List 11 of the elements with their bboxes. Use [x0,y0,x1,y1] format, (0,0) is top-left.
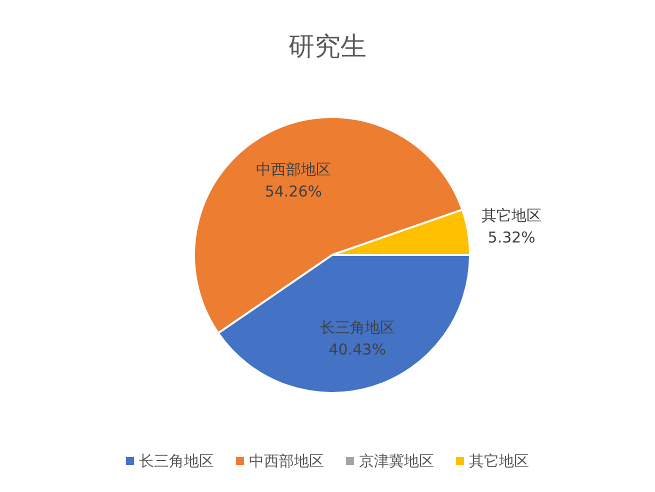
data-label: 40.43% [328,340,386,359]
legend-label: 京津冀地区 [359,452,434,470]
data-label: 5.32% [488,228,536,247]
chart-title: 研究生 [288,32,366,62]
slice-label: 长三角地区 [320,318,395,337]
legend-label: 中西部地区 [249,452,324,470]
slice-label: 中西部地区 [256,160,331,179]
data-label: 54.26% [264,182,322,201]
legend-label: 其它地区 [469,452,529,470]
slice-label: 其它地区 [482,206,542,225]
legend-label: 长三角地区 [139,452,214,470]
